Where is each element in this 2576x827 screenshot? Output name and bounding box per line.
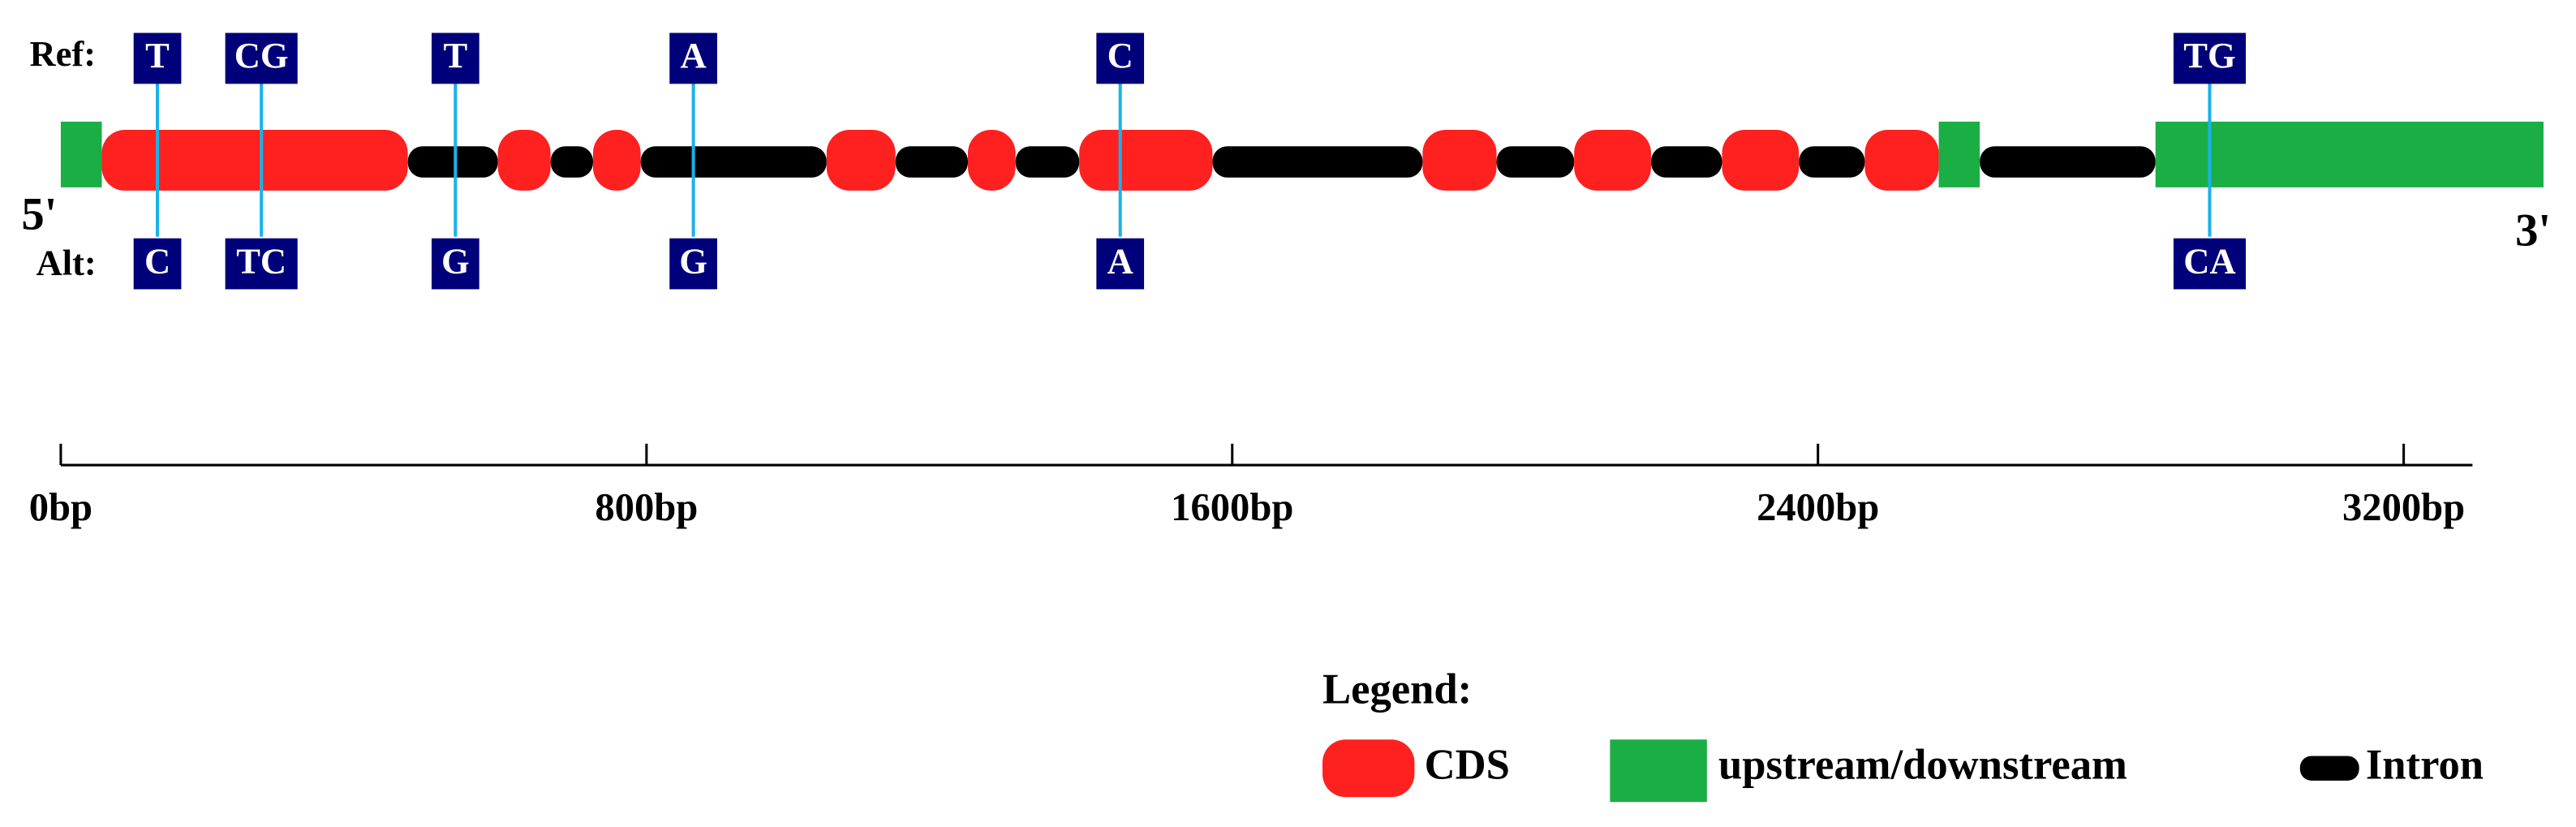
cds-segment [497, 130, 551, 191]
cds-segment [826, 130, 896, 191]
tick-label: 1600bp [1171, 485, 1293, 529]
cds-segment [1574, 130, 1651, 191]
cds-segment [1864, 130, 1939, 191]
alt-allele: G [679, 240, 707, 281]
intron-segment [550, 146, 593, 178]
ref-allele: T [443, 35, 467, 75]
flank-segment [2155, 121, 2544, 187]
three-prime: 3' [2515, 205, 2551, 256]
ref-allele: A [681, 35, 707, 75]
ref-allele-box [669, 32, 717, 84]
alt-allele-box [133, 238, 182, 290]
alt-allele: CA [2183, 240, 2235, 281]
intron-segment [1980, 146, 2156, 178]
cds-segment [1422, 130, 1497, 191]
tick-label: 3200bp [2342, 485, 2465, 529]
intron-segment [895, 146, 968, 178]
alt-allele: A [1107, 240, 1133, 281]
ref-allele-box [133, 32, 182, 84]
intron-segment [407, 146, 498, 178]
legend-flank-swatch [1610, 739, 1707, 803]
intron-segment [1212, 146, 1423, 178]
flank-segment [1938, 121, 1980, 187]
legend-intron-label: Intron [2366, 742, 2484, 789]
legend-cds-label: CDS [1425, 742, 1510, 789]
alt-allele-box [431, 238, 480, 290]
cds-segment [1079, 130, 1213, 191]
alt-allele: G [441, 240, 470, 281]
alt-allele-box [1096, 238, 1145, 290]
cds-segment [101, 130, 408, 191]
ref-allele-box [225, 32, 298, 84]
ref-allele-box [1096, 32, 1145, 84]
alt-allele-box [2173, 238, 2247, 290]
intron-segment [640, 146, 827, 178]
intron-segment [1650, 146, 1722, 178]
ref-allele: C [1107, 35, 1133, 75]
ref-allele: TG [2183, 35, 2235, 75]
tick-label: 0bp [29, 485, 92, 529]
tick-label: 2400bp [1757, 485, 1879, 529]
ref-allele: T [145, 35, 170, 75]
legend-flank-label: upstream/downstream [1718, 742, 2127, 789]
alt-allele: TC [236, 240, 286, 281]
cds-segment [1722, 130, 1800, 191]
alt-label: Alt: [37, 242, 97, 282]
intron-segment [1799, 146, 1865, 178]
intron-segment [1015, 146, 1080, 178]
cds-segment [967, 130, 1016, 191]
alt-allele-box [669, 238, 717, 290]
cds-segment [592, 130, 641, 191]
ref-allele: CG [234, 35, 289, 75]
ref-allele-box [2173, 32, 2247, 84]
legend-intron-swatch [2299, 756, 2359, 781]
legend-cds-swatch [1322, 739, 1415, 798]
five-prime: 5' [21, 188, 57, 239]
ref-allele-box [431, 32, 480, 84]
tick-label: 800bp [595, 485, 698, 529]
flank-segment [60, 121, 102, 187]
ref-label: Ref: [29, 33, 96, 74]
alt-allele-box [225, 238, 298, 290]
intron-segment [1496, 146, 1575, 178]
alt-allele: C [144, 240, 170, 281]
legend-title: Legend: [1322, 666, 1472, 713]
